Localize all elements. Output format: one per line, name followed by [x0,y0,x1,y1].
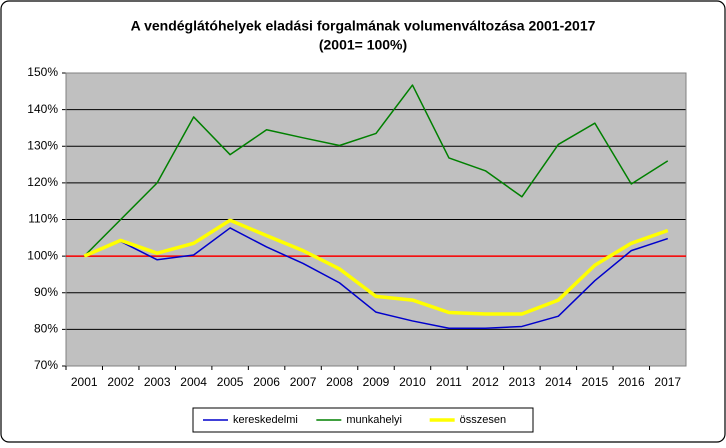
x-tick-label: 2008 [326,375,353,389]
legend-label: kereskedelmi [233,414,298,426]
chart-subtitle: (2001= 100%) [319,37,407,53]
x-tick-label: 2006 [253,375,280,389]
x-tick-label: 2003 [144,375,171,389]
x-tick-label: 2017 [654,375,681,389]
legend-box [192,407,534,433]
y-tick-label: 100% [27,248,58,262]
plot-border [65,72,687,367]
y-tick-label: 150% [27,65,58,79]
y-tick-label: 130% [27,138,58,152]
x-tick-label: 2002 [107,375,134,389]
x-tick-label: 2014 [545,375,572,389]
y-tick-label: 90% [34,285,58,299]
legend-label: munkahelyi [346,414,402,426]
x-tick-label: 2007 [290,375,317,389]
x-tick-label: 2009 [363,375,390,389]
series-line [83,84,669,257]
x-tick-label: 2004 [180,375,207,389]
x-tick-label: 2005 [217,375,244,389]
x-tick-label: 2013 [509,375,536,389]
x-tick-label: 2015 [581,375,608,389]
x-tick-label: 2016 [618,375,645,389]
x-tick-label: 2010 [399,375,426,389]
x-tick-label: 2001 [71,375,98,389]
chart-title: A vendéglátóhelyek eladási forgalmának v… [131,18,596,34]
y-tick-label: 120% [27,175,58,189]
x-tick-label: 2012 [472,375,499,389]
y-tick-label: 140% [27,102,58,116]
x-tick-label: 2011 [436,375,462,389]
legend-label: összesen [460,414,506,426]
series-line [83,227,669,330]
y-tick-label: 80% [34,322,58,336]
series-line [83,218,669,316]
y-tick-label: 110% [28,212,58,226]
y-tick-label: 70% [34,358,58,372]
